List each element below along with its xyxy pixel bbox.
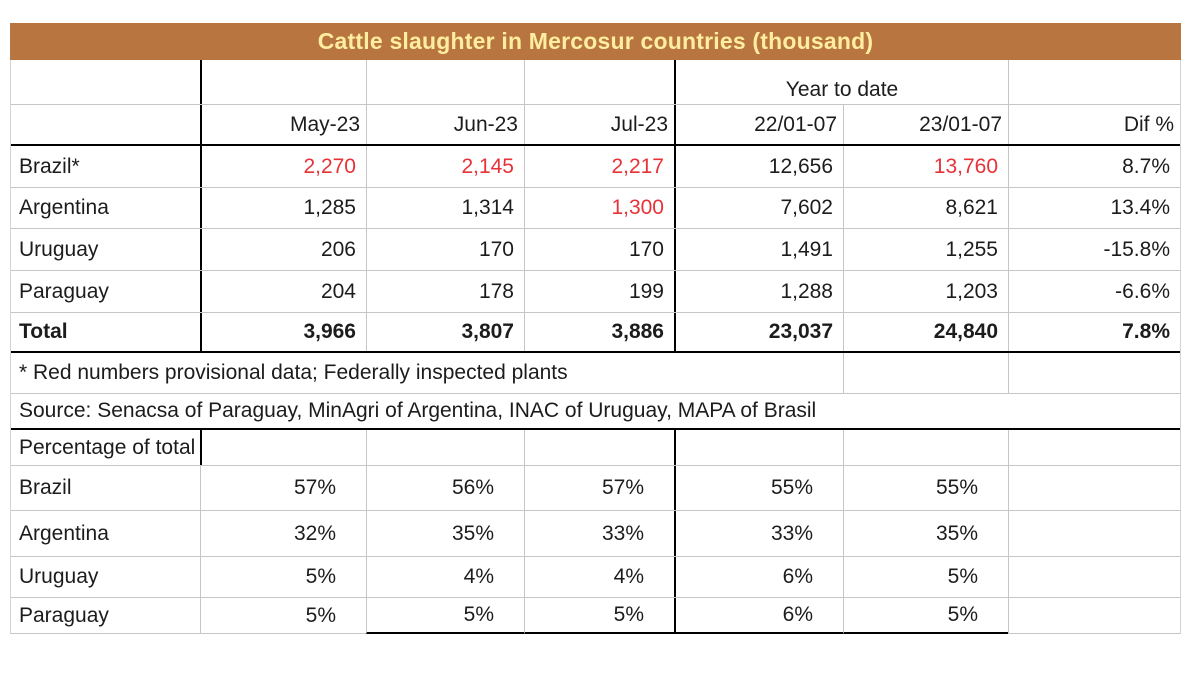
cell-jul23: 199 [524, 271, 674, 312]
paraguay-pct-row: Paraguay 5% 5% 5% 6% 5% [11, 598, 1180, 634]
row-label-argentina: Argentina [19, 196, 109, 219]
pct-ytd22: 6% [674, 598, 843, 634]
cell-ytd22: 12,656 [674, 146, 843, 187]
cell-may23: 3,966 [200, 313, 366, 351]
source-row: Source: Senacsa of Paraguay, MinAgri of … [11, 394, 1180, 430]
cell-ytd23: 1,255 [843, 229, 1008, 270]
cell-jul23: 3,886 [524, 313, 674, 351]
cell-ytd23: 13,760 [843, 146, 1008, 187]
cell-may23: 204 [200, 271, 366, 312]
pct-ytd23: 5% [843, 598, 1008, 634]
cell-jul23: 170 [524, 229, 674, 270]
pct-may23: 32% [200, 511, 366, 556]
source-text: Source: Senacsa of Paraguay, MinAgri of … [19, 399, 817, 422]
uruguay-row: Uruguay 206 170 170 1,491 1,255 -15.8% [11, 229, 1180, 271]
argentina-pct-row: Argentina 32% 35% 33% 33% 35% [11, 511, 1180, 557]
row-label-paraguay: Paraguay [11, 598, 200, 634]
cell-ytd22: 1,491 [674, 229, 843, 270]
uruguay-pct-row: Uruguay 5% 4% 4% 6% 5% [11, 557, 1180, 598]
row-label-uruguay: Uruguay [19, 565, 99, 588]
year-to-date-label: Year to date [674, 60, 1008, 104]
header-dif-pct: Dif % [1008, 105, 1180, 144]
cell-jul23: 2,217 [524, 146, 674, 187]
row-label-brazil: Brazil [19, 476, 72, 499]
cell-jun23: 178 [366, 271, 524, 312]
cell-dif: 13.4% [1008, 188, 1180, 228]
column-header-row: May-23 Jun-23 Jul-23 22/01-07 23/01-07 D… [11, 105, 1180, 146]
pct-jul23: 57% [524, 466, 674, 510]
header-blank [11, 105, 200, 144]
header-jul23: Jul-23 [524, 105, 674, 144]
header-ytd-2023: 23/01-07 [843, 105, 1008, 144]
cell-ytd23: 24,840 [843, 313, 1008, 351]
row-label-argentina: Argentina [19, 521, 109, 545]
header-jun23: Jun-23 [366, 105, 524, 144]
cattle-slaughter-table: Cattle slaughter in Mercosur countries (… [10, 23, 1181, 634]
argentina-row: Argentina 1,285 1,314 1,300 7,602 8,621 … [11, 188, 1180, 229]
pct-jul23: 5% [524, 598, 674, 634]
percentage-of-total-row: Percentage of total [11, 430, 1180, 466]
pct-ytd23: 35% [843, 511, 1008, 556]
header-ytd-2022: 22/01-07 [674, 105, 843, 144]
pct-jun23: 35% [366, 511, 524, 556]
header-may23: May-23 [200, 105, 366, 144]
cell-ytd23: 8,621 [843, 188, 1008, 228]
cell-may23: 206 [200, 229, 366, 270]
pct-may23: 57% [200, 466, 366, 510]
row-label-uruguay: Uruguay [19, 237, 99, 261]
pct-may23: 5% [200, 557, 366, 597]
total-row: Total 3,966 3,807 3,886 23,037 24,840 7.… [11, 313, 1180, 353]
pct-ytd23: 5% [843, 557, 1008, 597]
cell-may23: 2,270 [200, 146, 366, 187]
cell-dif: -6.6% [1008, 271, 1180, 312]
brazil-row: Brazil* 2,270 2,145 2,217 12,656 13,760 … [11, 146, 1180, 188]
pct-ytd22: 55% [674, 466, 843, 510]
pct-may23: 5% [200, 598, 366, 634]
cell-jun23: 1,314 [366, 188, 524, 228]
cell-jun23: 2,145 [366, 146, 524, 187]
row-label-paraguay: Paraguay [19, 279, 109, 303]
pct-ytd23: 55% [843, 466, 1008, 510]
brazil-pct-row: Brazil 57% 56% 57% 55% 55% [11, 466, 1180, 511]
cell-dif: -15.8% [1008, 229, 1180, 270]
footnote-text: * Red numbers provisional data; Federall… [19, 361, 568, 384]
cell-ytd23: 1,203 [843, 271, 1008, 312]
cell-ytd22: 7,602 [674, 188, 843, 228]
row-label-brazil: Brazil* [19, 154, 80, 178]
paraguay-row: Paraguay 204 178 199 1,288 1,203 -6.6% [11, 271, 1180, 313]
year-to-date-header-row: Year to date [11, 60, 1180, 105]
cell-ytd22: 23,037 [674, 313, 843, 351]
cell-may23: 1,285 [200, 188, 366, 228]
pct-jun23: 4% [366, 557, 524, 597]
cell-jun23: 3,807 [366, 313, 524, 351]
cell-ytd22: 1,288 [674, 271, 843, 312]
cell-dif: 8.7% [1008, 146, 1180, 187]
percentage-of-total-label: Percentage of total [19, 435, 196, 459]
pct-jul23: 4% [524, 557, 674, 597]
pct-ytd22: 6% [674, 557, 843, 597]
table-title: Cattle slaughter in Mercosur countries (… [10, 23, 1181, 60]
cell-jun23: 170 [366, 229, 524, 270]
cell-dif: 7.8% [1008, 313, 1180, 351]
pct-jul23: 33% [524, 511, 674, 556]
footnote-row: * Red numbers provisional data; Federall… [11, 353, 1180, 394]
pct-jun23: 56% [366, 466, 524, 510]
row-label-total: Total [19, 320, 68, 343]
empty-corner-cell [11, 60, 200, 104]
pct-jun23: 5% [366, 598, 524, 634]
cell-jul23: 1,300 [524, 188, 674, 228]
pct-ytd22: 33% [674, 511, 843, 556]
